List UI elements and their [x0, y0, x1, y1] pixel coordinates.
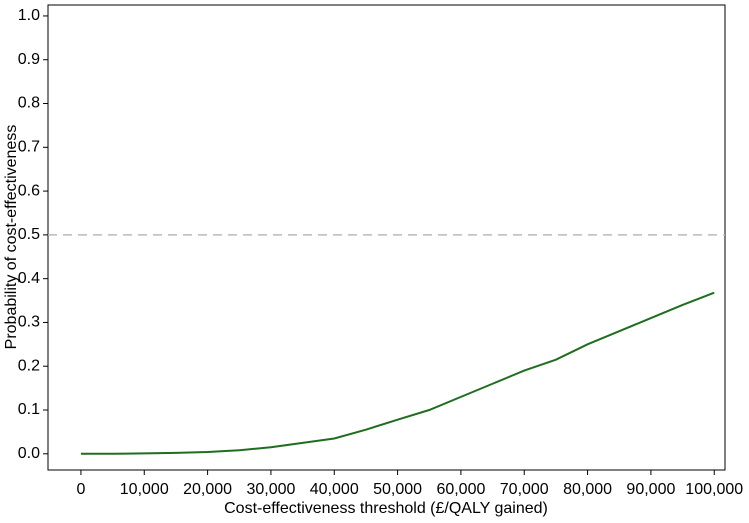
plot-frame — [47, 4, 726, 471]
y-tick-label: 0.0 — [18, 445, 40, 462]
x-tick-label: 30,000 — [246, 481, 295, 498]
y-axis-label: Probability of cost-effectiveness — [3, 125, 20, 350]
x-tick-label: 50,000 — [373, 481, 422, 498]
x-tick-label: 60,000 — [436, 481, 485, 498]
x-tick-label: 80,000 — [563, 481, 612, 498]
y-tick-label: 0.1 — [18, 401, 40, 418]
y-tick-label: 0.3 — [18, 314, 40, 331]
y-tick-label: 1.0 — [18, 7, 40, 24]
x-tick-label: 90,000 — [626, 481, 675, 498]
y-tick-label: 0.8 — [18, 95, 40, 112]
y-tick-label: 0.2 — [18, 357, 40, 374]
x-tick-label: 40,000 — [310, 481, 359, 498]
x-tick-label: 70,000 — [500, 481, 549, 498]
data-line — [80, 291, 715, 455]
y-tick-label: 0.6 — [18, 182, 40, 199]
y-tick-label: 0.5 — [18, 226, 40, 243]
y-tick-label: 0.9 — [18, 51, 40, 68]
x-axis-label: Cost-effectiveness threshold (£/QALY gai… — [224, 500, 548, 517]
x-tick-label: 0 — [76, 481, 85, 498]
x-tick-label: 10,000 — [120, 481, 169, 498]
y-tick-label: 0.7 — [18, 139, 40, 156]
x-tick-label: 20,000 — [183, 481, 232, 498]
x-tick-label: 100,000 — [685, 481, 743, 498]
y-tick-label: 0.4 — [18, 270, 40, 287]
